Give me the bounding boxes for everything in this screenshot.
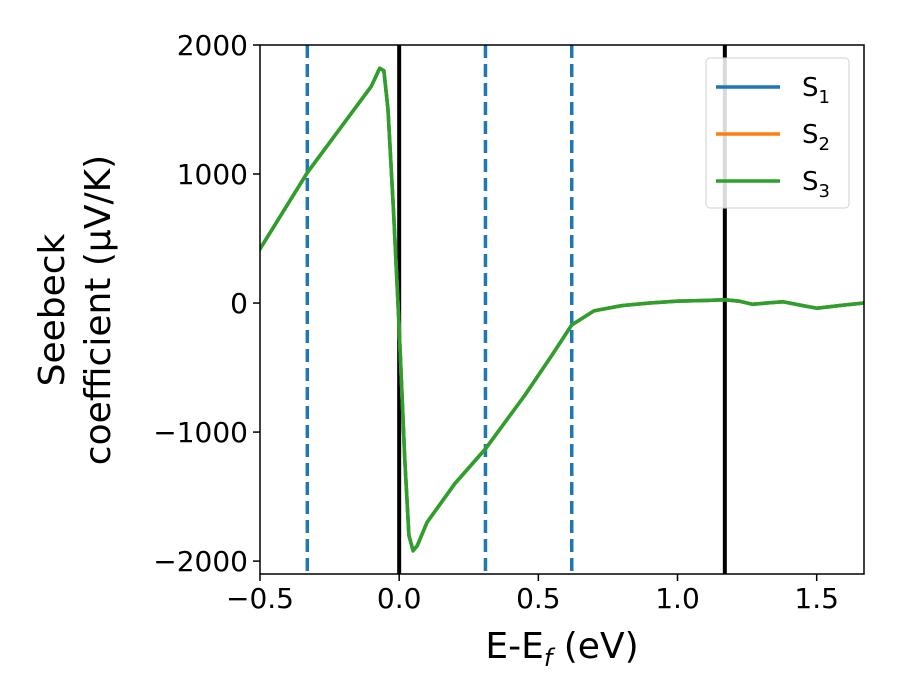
legend-label-3: S3 <box>802 167 830 202</box>
y-tick-label: 2000 <box>177 29 248 62</box>
legend-label-2: S2 <box>802 120 830 155</box>
y-tick-label: −2000 <box>153 545 248 578</box>
x-axis-title-main: E-E <box>485 626 543 667</box>
y-tick-label: 0 <box>230 287 248 320</box>
x-tick-label: 0.0 <box>377 582 422 615</box>
x-axis-title: E-Ef (eV) <box>485 626 638 672</box>
y-axis-title-line-2: coefficient (μV/K) <box>78 155 119 465</box>
x-tick-label: 1.0 <box>655 582 700 615</box>
x-tick-label: −0.5 <box>226 582 294 615</box>
plot-frame <box>259 44 865 575</box>
x-tick-label: 1.5 <box>794 582 839 615</box>
y-axis-title-line-1: Seebeck <box>32 233 73 386</box>
series-lines <box>260 66 864 553</box>
x-tick-label: 0.5 <box>516 582 561 615</box>
x-axis-ticks: −0.5 0.0 0.5 1.0 1.5 <box>226 574 839 615</box>
y-axis-title: Seebeck coefficient (μV/K) <box>32 155 119 465</box>
y-tick-label: 1000 <box>177 158 248 191</box>
y-axis-ticks: 2000 1000 0 −1000 −2000 <box>153 29 260 578</box>
vertical-reference-lines <box>305 45 727 574</box>
legend-label-1: S1 <box>802 73 830 108</box>
legend: S1 S2 S3 <box>705 57 850 209</box>
series-line-3 <box>260 66 864 553</box>
x-axis-title-unit: (eV) <box>552 626 638 667</box>
y-tick-label: −1000 <box>153 416 248 449</box>
